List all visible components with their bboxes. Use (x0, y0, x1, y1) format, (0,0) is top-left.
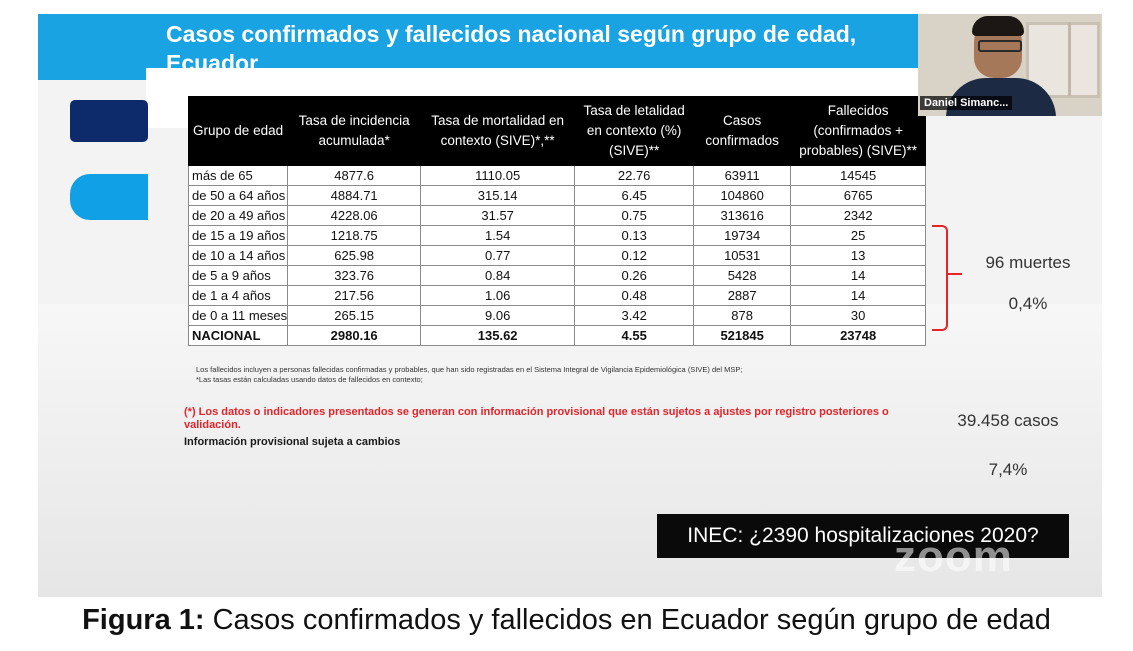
cell-incidence: 4884.71 (287, 185, 422, 206)
decorative-blue-tab (70, 174, 148, 220)
footnote-line-2: *Las tasas están calculadas usando datos… (196, 375, 423, 384)
footnote-block: Los fallecidos incluyen a personas falle… (196, 365, 896, 385)
table-row: de 0 a 11 meses 265.15 9.06 3.42 878 30 (187, 305, 927, 326)
header-tasa-mortalidad: Tasa de mortalidad en contexto (SIVE)*,*… (420, 96, 576, 166)
cell-age-group: de 1 a 4 años (187, 285, 289, 306)
cell-age-group: de 0 a 11 meses (187, 305, 289, 326)
cell-mortality: 31.57 (420, 205, 576, 226)
cell-lethality: 0.48 (574, 285, 695, 306)
cell-lethality: 0.13 (574, 225, 695, 246)
table-row: de 10 a 14 años 625.98 0.77 0.12 10531 1… (187, 245, 927, 266)
cell-mortality: 315.14 (420, 185, 576, 206)
table-row: de 15 a 19 años 1218.75 1.54 0.13 19734 … (187, 225, 927, 246)
cell-total-incidence: 2980.16 (287, 325, 422, 346)
cases-percent-annotation: 7,4% (988, 460, 1028, 479)
footnote-line-1: Los fallecidos incluyen a personas falle… (196, 365, 743, 374)
cell-deaths: 14 (790, 265, 927, 286)
cell-cases: 2887 (693, 285, 792, 306)
cell-total-label: NACIONAL (187, 325, 289, 346)
cell-deaths: 6765 (790, 185, 927, 206)
cell-deaths: 14 (790, 285, 927, 306)
figure-label: Figura 1: (82, 604, 205, 636)
cell-cases: 313616 (693, 205, 792, 226)
cell-deaths: 14545 (790, 165, 927, 186)
cell-age-group: más de 65 (187, 165, 289, 186)
cell-age-group: de 20 a 49 años (187, 205, 289, 226)
cell-lethality: 0.12 (574, 245, 695, 266)
cell-deaths: 30 (790, 305, 927, 326)
window-frame (1068, 22, 1071, 96)
cell-lethality: 0.26 (574, 265, 695, 286)
figure-caption-text: Casos confirmados y fallecidos en Ecuado… (204, 604, 1051, 636)
table-total-row: NACIONAL 2980.16 135.62 4.55 521845 2374… (187, 325, 927, 346)
cell-lethality: 22.76 (574, 165, 695, 186)
header-tasa-incidencia: Tasa de incidencia acumulada* (287, 96, 422, 166)
cell-total-deaths: 23748 (790, 325, 927, 346)
cell-cases: 19734 (693, 225, 792, 246)
zoom-watermark: zoom (894, 532, 1013, 581)
header-fallecidos: Fallecidos (confirmados + probables) (SI… (790, 96, 927, 166)
cell-deaths: 2342 (790, 205, 927, 226)
header-tasa-letalidad: Tasa de letalidad en contexto (%) (SIVE)… (574, 96, 695, 166)
header-grupo-edad: Grupo de edad (187, 96, 289, 166)
cell-cases: 63911 (693, 165, 792, 186)
table-row: de 5 a 9 años 323.76 0.84 0.26 5428 14 (187, 265, 927, 286)
cell-total-mortality: 135.62 (420, 325, 576, 346)
cell-cases: 878 (693, 305, 792, 326)
cell-age-group: de 50 a 64 años (187, 185, 289, 206)
cell-incidence: 4877.6 (287, 165, 422, 186)
cases-annotation: 39.458 casos (957, 411, 1059, 430)
cell-incidence: 323.76 (287, 265, 422, 286)
table-row: de 50 a 64 años 4884.71 315.14 6.45 1048… (187, 185, 927, 206)
provisional-info: Información provisional sujeta a cambios (184, 436, 401, 448)
red-bracket-tick (948, 273, 962, 275)
table-row: de 1 a 4 años 217.56 1.06 0.48 2887 14 (187, 285, 927, 306)
cell-incidence: 625.98 (287, 245, 422, 266)
table-header-row: Grupo de edad Tasa de incidencia acumula… (187, 96, 927, 166)
cell-deaths: 13 (790, 245, 927, 266)
participant-hair (972, 16, 1024, 36)
table-row: de 20 a 49 años 4228.06 31.57 0.75 31361… (187, 205, 927, 226)
cell-mortality: 9.06 (420, 305, 576, 326)
cell-mortality: 0.77 (420, 245, 576, 266)
cell-lethality: 6.45 (574, 185, 695, 206)
cell-mortality: 1110.05 (420, 165, 576, 186)
decorative-navy-tab (70, 100, 148, 142)
cell-incidence: 4228.06 (287, 205, 422, 226)
cell-cases: 5428 (693, 265, 792, 286)
header-casos-confirmados: Casos confirmados (693, 96, 792, 166)
deaths-annotation: 96 muertes (985, 253, 1071, 272)
participant-name-label: Daniel Simanc... (920, 96, 1013, 110)
participant-glasses (978, 40, 1022, 52)
table-row: más de 65 4877.6 1110.05 22.76 63911 145… (187, 165, 927, 186)
cell-lethality: 0.75 (574, 205, 695, 226)
cell-total-lethality: 4.55 (574, 325, 695, 346)
cell-incidence: 265.15 (287, 305, 422, 326)
slide-title: Casos confirmados y fallecidos nacional … (166, 21, 857, 76)
inec-caption-box: INEC: ¿2390 hospitalizaciones 2020? (657, 514, 1069, 558)
cell-lethality: 3.42 (574, 305, 695, 326)
cell-age-group: de 10 a 14 años (187, 245, 289, 266)
cell-cases: 10531 (693, 245, 792, 266)
provisional-warning: (*) Los datos o indicadores presentados … (184, 406, 889, 431)
cell-mortality: 1.06 (420, 285, 576, 306)
cell-deaths: 25 (790, 225, 927, 246)
cell-mortality: 0.84 (420, 265, 576, 286)
figure-caption: Figura 1: Casos confirmados y fallecidos… (0, 604, 1133, 637)
cell-mortality: 1.54 (420, 225, 576, 246)
cell-cases: 104860 (693, 185, 792, 206)
cell-age-group: de 15 a 19 años (187, 225, 289, 246)
cell-incidence: 217.56 (287, 285, 422, 306)
age-group-table: Grupo de edad Tasa de incidencia acumula… (187, 96, 927, 346)
deaths-percent-annotation: 0,4% (1008, 294, 1048, 313)
cell-total-cases: 521845 (693, 325, 792, 346)
cell-incidence: 1218.75 (287, 225, 422, 246)
cell-age-group: de 5 a 9 años (187, 265, 289, 286)
participant-video-tile[interactable]: Daniel Simanc... (918, 14, 1102, 116)
red-bracket (932, 225, 948, 331)
